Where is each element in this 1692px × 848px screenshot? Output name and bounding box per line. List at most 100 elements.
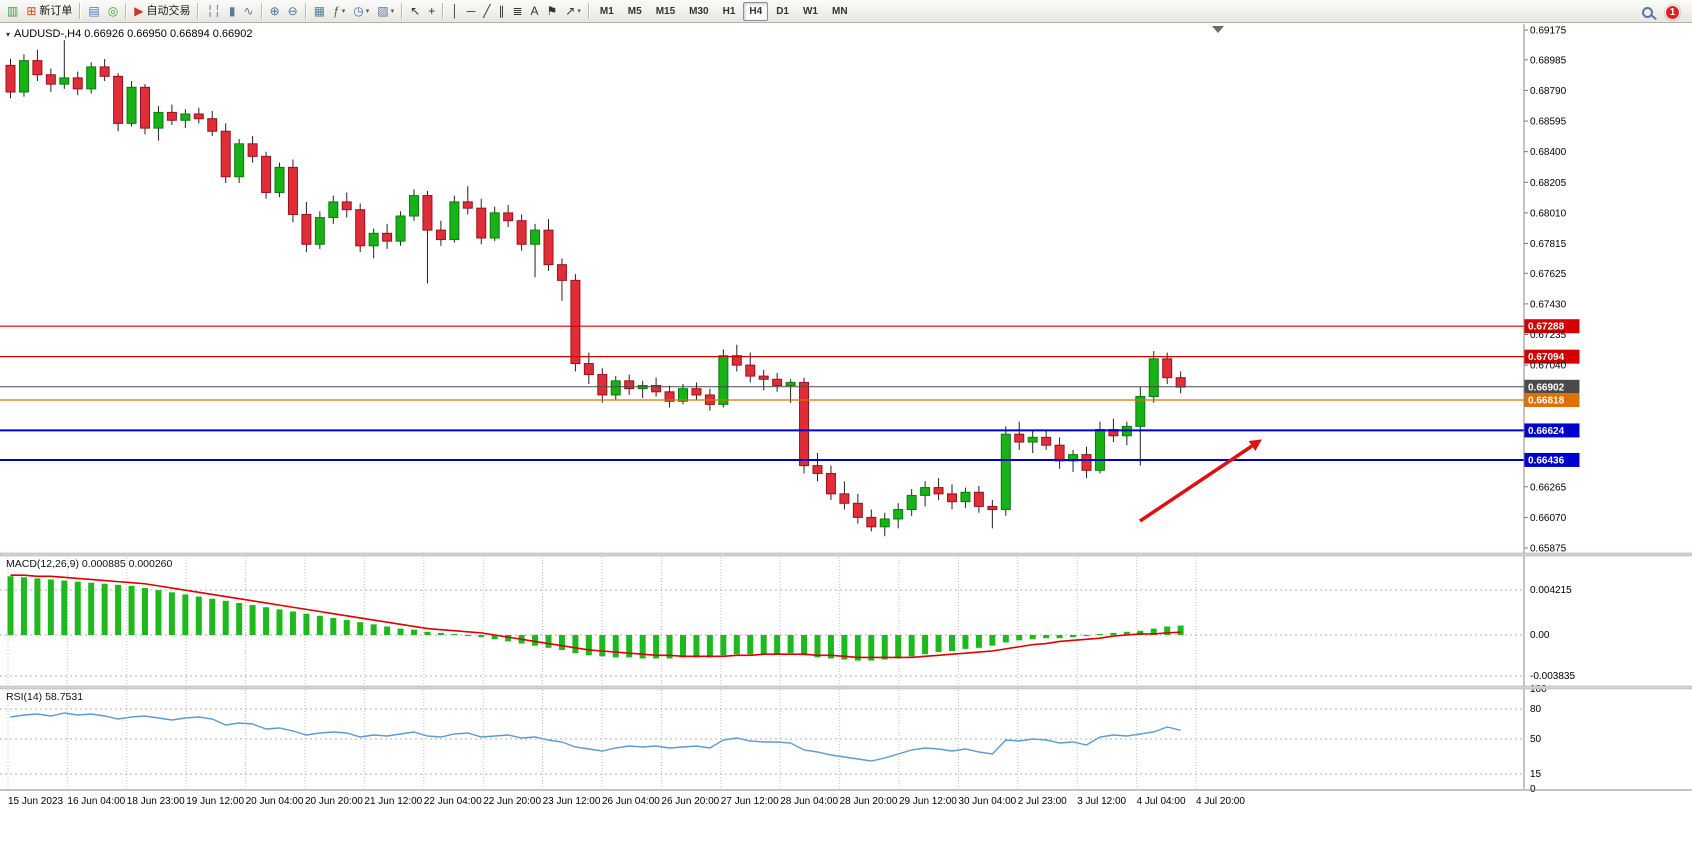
candle-body bbox=[973, 491, 984, 507]
trendline-button[interactable]: ╱ bbox=[480, 2, 493, 21]
toolbar-separator bbox=[260, 3, 263, 19]
cursor-button[interactable]: ↖ bbox=[407, 2, 423, 21]
candle-body bbox=[624, 380, 635, 390]
timeframe-m15[interactable]: M15 bbox=[655, 5, 676, 17]
timeframe-m1[interactable]: M1 bbox=[599, 5, 614, 17]
zoom-out-button[interactable]: ⊖ bbox=[285, 2, 301, 21]
tile-windows-button[interactable]: ▦ bbox=[311, 2, 328, 21]
trend-arrow-line[interactable] bbox=[1139, 444, 1253, 523]
shapes-button[interactable]: ↗ ▾ bbox=[562, 2, 584, 21]
macd-histogram-bar bbox=[1096, 633, 1103, 635]
new-chart-button[interactable]: ▥ bbox=[4, 2, 21, 21]
indicators-button[interactable]: ƒ ▾ bbox=[330, 2, 348, 21]
macd-histogram-bar bbox=[666, 635, 673, 659]
candle-body bbox=[247, 143, 258, 157]
zoom-in-button[interactable]: ⊕ bbox=[267, 2, 283, 21]
rsi-scale-label: 100 bbox=[1530, 684, 1547, 695]
periods-button[interactable]: ◷ ▾ bbox=[350, 2, 372, 21]
timeframe-mn[interactable]: MN bbox=[831, 5, 848, 17]
panel-divider[interactable] bbox=[0, 685, 1692, 690]
horizontal-line-button[interactable]: ─ bbox=[464, 2, 479, 21]
bar-chart-type-icon: ╎╎ bbox=[206, 4, 221, 18]
price-tag bbox=[1524, 319, 1580, 334]
macd-histogram-bar bbox=[760, 635, 767, 655]
templates-button[interactable]: ▨ ▾ bbox=[374, 2, 397, 21]
price-axis-label: 0.67235 bbox=[1530, 330, 1567, 341]
macd-histogram-bar bbox=[47, 579, 54, 635]
candle-body bbox=[651, 385, 662, 393]
price-tag-label: 0.67288 bbox=[1528, 322, 1565, 333]
candle-body bbox=[1094, 428, 1105, 471]
macd-histogram-bar bbox=[612, 635, 619, 658]
alerts-icon: ◎ bbox=[107, 4, 119, 18]
candle-body bbox=[1175, 377, 1186, 388]
candle-body bbox=[395, 215, 406, 242]
timeframe-h4[interactable]: H4 bbox=[743, 1, 769, 21]
timeframe-d1[interactable]: D1 bbox=[776, 5, 789, 17]
time-axis-label: 19 Jun 12:00 bbox=[186, 796, 244, 807]
chevron-down-icon[interactable]: ▾ bbox=[6, 29, 11, 39]
candle-body bbox=[1041, 436, 1052, 446]
notification-badge[interactable]: 1 bbox=[1665, 4, 1680, 20]
candle-body bbox=[287, 166, 298, 215]
macd-histogram-bar bbox=[1056, 635, 1063, 639]
rsi-scale-label: 50 bbox=[1530, 734, 1542, 745]
search-icon[interactable] bbox=[1642, 6, 1653, 18]
price-tag bbox=[1524, 392, 1580, 407]
candle-body bbox=[879, 518, 890, 528]
candle-body bbox=[368, 232, 379, 247]
macd-histogram-bar bbox=[1110, 632, 1117, 635]
shapes-icon: ↗ bbox=[565, 4, 576, 18]
macd-histogram-bar bbox=[330, 617, 337, 635]
time-axis-label: 3 Jul 12:00 bbox=[1077, 796, 1126, 807]
bar-chart-type-button[interactable]: ╎╎ bbox=[203, 2, 223, 21]
crosshair-button[interactable]: + bbox=[425, 2, 438, 21]
candle-body bbox=[261, 155, 272, 193]
autotrading-button[interactable]: ▶ 自动交易 bbox=[131, 2, 193, 21]
chart-symbol-info: ▾ AUDUSD-,H4 0.66926 0.66950 0.66894 0.6… bbox=[6, 28, 253, 40]
candle-body bbox=[59, 77, 70, 85]
timeframe-m5[interactable]: M5 bbox=[627, 5, 642, 17]
macd-histogram-bar bbox=[1150, 628, 1157, 635]
cursor-icon: ↖ bbox=[410, 4, 421, 18]
metaeditor-button[interactable]: ▤ bbox=[85, 2, 102, 21]
candlestick-chart-type-button[interactable]: ▮ bbox=[226, 2, 239, 21]
candle-body bbox=[409, 195, 419, 217]
trend-arrow-head[interactable] bbox=[1248, 439, 1262, 451]
macd-histogram-bar bbox=[20, 577, 27, 635]
timeframe-m30[interactable]: M30 bbox=[689, 5, 709, 17]
channel-button[interactable]: ∥ bbox=[495, 2, 507, 21]
line-chart-type-button[interactable]: ∿ bbox=[241, 2, 257, 21]
macd-histogram-bar bbox=[128, 585, 135, 635]
timeframe-w1[interactable]: W1 bbox=[802, 5, 818, 17]
alerts-button[interactable]: ◎ bbox=[105, 2, 121, 21]
timeframe-h1[interactable]: H1 bbox=[722, 5, 736, 17]
macd-scale-label: -0.003835 bbox=[1530, 671, 1575, 682]
line-chart-type-icon: ∿ bbox=[243, 4, 254, 18]
trendline-icon: ╱ bbox=[483, 4, 491, 18]
candle-body bbox=[1148, 358, 1159, 398]
label-button[interactable]: ⚑ bbox=[544, 2, 561, 21]
macd-histogram-bar bbox=[1002, 635, 1009, 643]
macd-histogram-bar bbox=[841, 635, 848, 660]
price-tag-label: 0.66436 bbox=[1528, 455, 1565, 466]
macd-histogram-bar bbox=[168, 592, 175, 635]
macd-histogram-bar bbox=[854, 635, 861, 661]
fibonacci-button[interactable]: ≣ bbox=[509, 2, 525, 21]
new-order-button[interactable]: ⊞ 新订单 bbox=[23, 2, 75, 21]
symbol-ohlc-text: AUDUSD-,H4 0.66926 0.66950 0.66894 0.669… bbox=[14, 28, 253, 40]
candle-body bbox=[987, 505, 998, 511]
macd-histogram-bar bbox=[491, 635, 498, 640]
label-icon: ⚑ bbox=[546, 4, 558, 18]
candle-body bbox=[1014, 433, 1025, 443]
vertical-line-icon: │ bbox=[451, 4, 459, 18]
candle-body bbox=[543, 229, 554, 266]
vertical-line-button[interactable]: │ bbox=[448, 2, 462, 21]
time-axis-label: 4 Jul 20:00 bbox=[1196, 796, 1245, 807]
macd-label: MACD(12,26,9) 0.000885 0.000260 bbox=[6, 558, 173, 570]
panel-divider[interactable] bbox=[0, 552, 1692, 557]
text-button[interactable]: A bbox=[528, 2, 542, 21]
candle-body bbox=[530, 229, 541, 245]
macd-signal-line bbox=[10, 574, 1181, 659]
